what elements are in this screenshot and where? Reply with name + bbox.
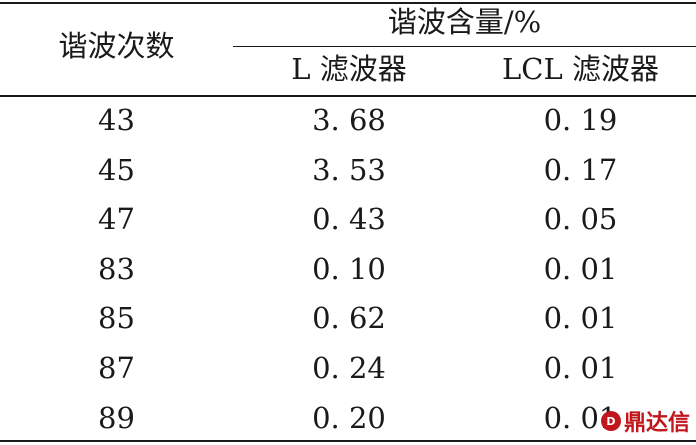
cell-harmonic-order: 87	[98, 351, 135, 385]
header-sub-rule	[233, 46, 696, 47]
cell-l-filter: 0. 10	[312, 251, 386, 286]
cell-lcl-filter: 0. 17	[543, 152, 618, 187]
cell-harmonic-order: 45	[98, 152, 135, 187]
table-header-rule	[0, 95, 696, 97]
watermark: D 鼎达信	[600, 405, 690, 437]
cell-harmonic-order: 43	[98, 103, 135, 137]
cell-lcl-filter: 0. 01	[543, 301, 618, 336]
cell-lcl-filter: 0. 19	[543, 103, 618, 137]
cell-harmonic-order: 83	[98, 251, 135, 286]
cell-l-filter: 0. 62	[312, 301, 386, 336]
cell-l-filter: 3. 53	[312, 152, 386, 187]
cell-l-filter: 0. 24	[312, 351, 386, 385]
header-lcl-filter: LCL 滤波器	[502, 52, 659, 86]
cell-harmonic-order: 85	[98, 301, 135, 336]
cell-l-filter: 0. 43	[312, 202, 386, 237]
cell-lcl-filter: 0. 01	[543, 251, 618, 286]
header-l-filter: L 滤波器	[291, 52, 407, 86]
watermark-text: 鼎达信	[623, 411, 690, 436]
header-harmonic-order: 谐波次数	[58, 29, 175, 63]
cell-l-filter: 0. 20	[312, 400, 386, 435]
cell-harmonic-order: 47	[98, 202, 135, 237]
table-top-rule	[0, 2, 696, 4]
table-bottom-rule	[0, 440, 696, 442]
cell-lcl-filter: 0. 01	[543, 351, 618, 385]
cell-harmonic-order: 89	[98, 400, 135, 435]
cell-l-filter: 3. 68	[312, 103, 386, 137]
header-harmonic-content: 谐波含量/%	[387, 5, 542, 39]
watermark-logo-icon: D	[600, 411, 621, 431]
cell-lcl-filter: 0. 05	[543, 202, 618, 237]
